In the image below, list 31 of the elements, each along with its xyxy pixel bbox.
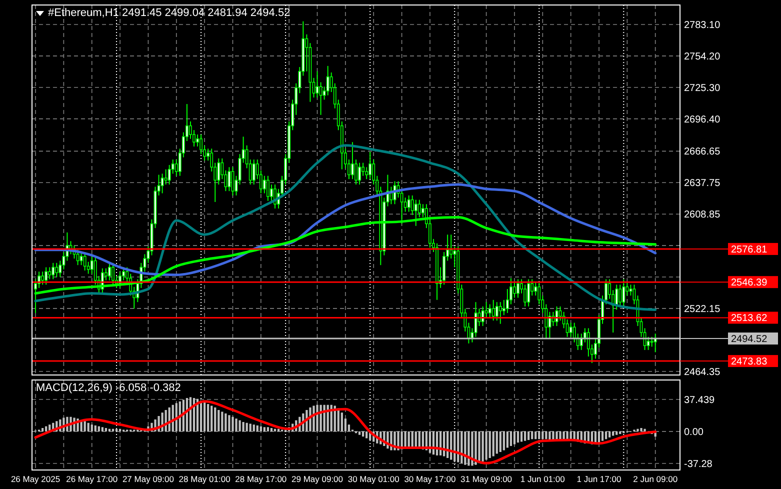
x-tick-label: 1 Jun 17:00 <box>576 474 622 484</box>
y-tick-label: 2637.75 <box>684 178 721 190</box>
x-tick-label: 27 May 09:00 <box>122 474 174 484</box>
x-tick-label: 28 May 01:00 <box>178 474 231 484</box>
x-tick-label: 28 May 17:00 <box>235 474 287 484</box>
y-tick-label: 2666.65 <box>684 146 721 158</box>
ref-line-label: 2473.83 <box>731 356 768 368</box>
x-tick-label: 30 May 01:00 <box>348 474 400 484</box>
y-tick-label: 2464.35 <box>684 366 721 378</box>
x-tick-label: 30 May 17:00 <box>404 474 456 484</box>
x-tick-label: 26 May 17:00 <box>66 474 118 484</box>
ref-line-label: 2513.62 <box>731 313 768 324</box>
y-tick-label: 2725.30 <box>684 82 721 94</box>
ref-line-label: 2546.39 <box>731 278 768 289</box>
ref-line-label: 2494.52 <box>731 334 768 346</box>
ref-line-label: 2576.81 <box>731 244 768 256</box>
chart-title: #Ethereum,H1 2491.45 2499.04 2481.94 2494.52 <box>48 7 290 19</box>
y-tick-label: -37.28 <box>684 458 713 470</box>
y-tick-label: 2783.10 <box>684 20 721 31</box>
y-tick-label: 2608.85 <box>684 210 721 221</box>
x-tick-label: 29 May 09:00 <box>292 474 344 484</box>
y-tick-label: 37.439 <box>684 394 716 406</box>
x-tick-label: 2 Jun 09:00 <box>633 474 678 484</box>
x-tick-label: 26 May 2025 <box>10 474 60 484</box>
chart-title: MACD(12,26,9) -6.058 -0.382 <box>36 382 181 394</box>
y-tick-label: 2696.40 <box>684 114 721 126</box>
x-tick-label: 1 Jun 01:00 <box>520 474 566 484</box>
y-tick-label: 0.00 <box>684 426 704 438</box>
y-tick-label: 2754.20 <box>684 51 721 62</box>
x-tick-label: 31 May 09:00 <box>460 474 512 484</box>
y-tick-label: 2522.15 <box>684 304 721 315</box>
